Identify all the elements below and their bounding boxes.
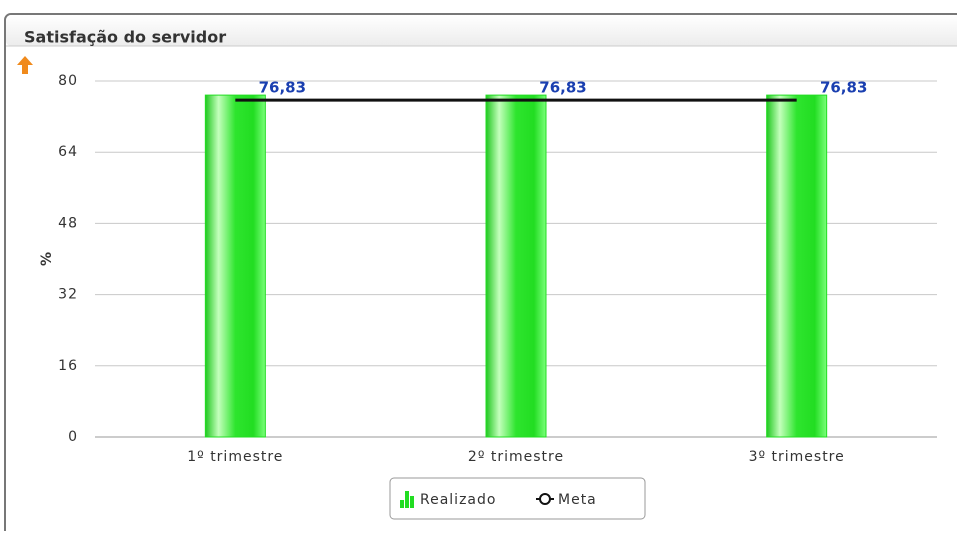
chart-title: Satisfação do servidor — [24, 28, 226, 47]
x-tick-label: 1º trimestre — [187, 449, 283, 465]
title-bar — [6, 15, 957, 46]
y-tick-label: 64 — [58, 144, 78, 160]
legend-swatch — [405, 491, 409, 508]
bar — [485, 94, 547, 438]
legend — [389, 477, 646, 520]
legend-swatch — [410, 496, 414, 508]
value-label: 76,83 — [820, 79, 867, 97]
arrow-icon — [17, 56, 33, 74]
legend-label: Meta — [558, 492, 597, 508]
y-tick-label: 80 — [58, 73, 78, 89]
legend-label: Realizado — [420, 492, 496, 508]
y-tick-label: 48 — [58, 215, 78, 231]
legend-swatch — [400, 500, 404, 508]
value-label: 76,83 — [539, 79, 586, 97]
x-tick-label: 2º trimestre — [468, 449, 564, 465]
bar — [766, 94, 828, 438]
y-tick-label: 0 — [68, 429, 78, 445]
y-tick-label: 32 — [58, 287, 78, 303]
y-axis-label: % — [39, 252, 55, 266]
value-label: 76,83 — [259, 79, 306, 97]
bar — [204, 94, 266, 438]
legend-swatch — [539, 493, 551, 505]
x-tick-label: 3º trimestre — [749, 449, 845, 465]
y-tick-label: 16 — [58, 358, 78, 374]
